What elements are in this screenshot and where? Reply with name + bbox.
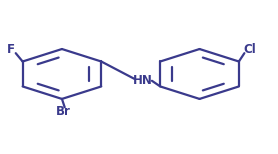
Text: F: F [7, 43, 15, 56]
Text: HN: HN [133, 73, 153, 87]
Text: Br: Br [56, 105, 71, 118]
Text: Cl: Cl [243, 43, 256, 56]
